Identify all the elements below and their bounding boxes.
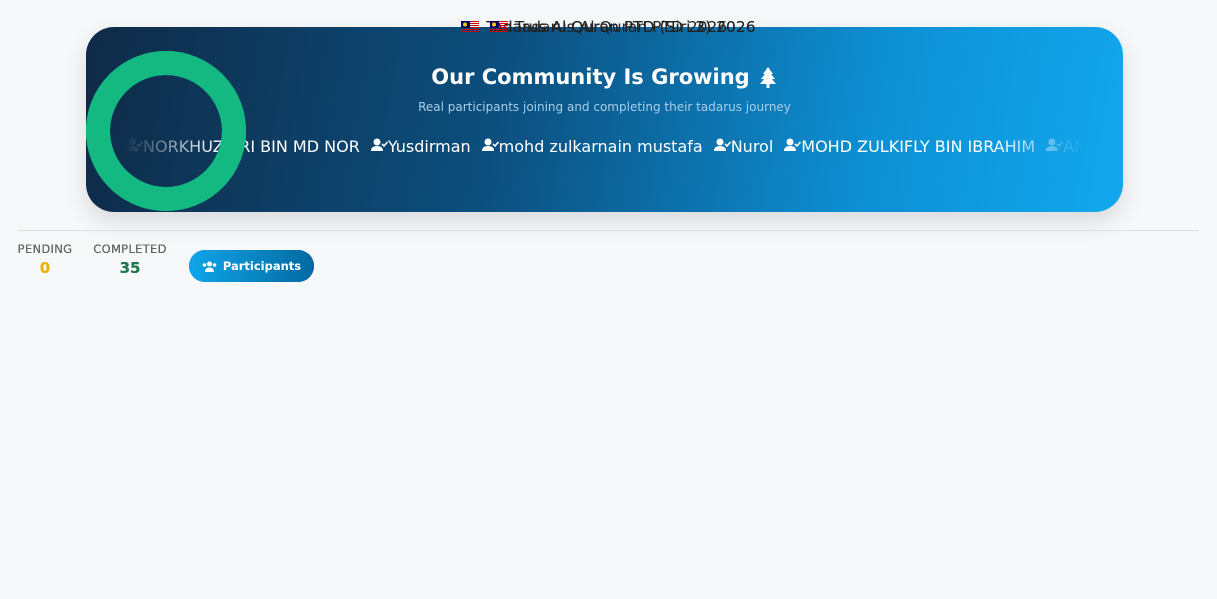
completed-value: 35 [119, 259, 141, 277]
icon-check [794, 141, 802, 148]
participant-chip: AMIRA [1046, 137, 1083, 173]
community-banner: Our Community Is Growing Real participan… [86, 27, 1123, 212]
participants-button[interactable]: Participants [189, 250, 314, 282]
pending-stat: PENDING 0 [5, 242, 85, 277]
icon-check [492, 141, 499, 148]
participant-chip: NORKHUZAIRI BIN MD NOR [126, 137, 360, 173]
card-title: Tadarus Al Quran PTD (Siri 2) 2026 [0, 18, 1217, 36]
pending-stat: PENDING 0 [5, 242, 85, 277]
flag-moon [463, 22, 468, 27]
participant-name: Nurol [730, 137, 774, 156]
flag-stripe [489, 31, 508, 32]
icon-head [1048, 138, 1056, 146]
icon-head [484, 138, 492, 146]
donut-chart [86, 51, 246, 211]
card-title-text: Tadarus Al Quran PTD (Siri 2) 2026 [486, 18, 756, 36]
icon-head-3 [212, 262, 217, 267]
completed-value: 35 [119, 259, 141, 277]
icon-check [136, 141, 144, 148]
banner-title: Our Community Is Growing [86, 65, 1123, 89]
malaysia-flag [489, 21, 508, 32]
completed-value: 35 [119, 259, 141, 277]
completed-label: COMPLETED [93, 242, 167, 256]
completed-label: COMPLETED [93, 242, 167, 256]
pending-value: 0 [39, 259, 51, 277]
completed-stat: COMPLETED 35 [90, 242, 170, 277]
card-title-text: Tadarus Al Quran PTD 2026 [514, 18, 728, 36]
completed-stat: COMPLETED 35 [90, 242, 170, 277]
icon-body [481, 146, 494, 151]
user-check-icon [784, 138, 802, 151]
participant-name: mohd zulkarnain mustafa [498, 137, 703, 156]
icon-body [784, 146, 797, 151]
icon-head [716, 138, 724, 146]
icon-check [1056, 141, 1064, 148]
completed-stat: COMPLETED 35 [90, 242, 170, 277]
flag-stripe [461, 29, 480, 30]
user-check-icon [126, 138, 144, 151]
icon-body [126, 146, 138, 151]
participant-chip: Yusdirman [370, 137, 471, 173]
banner-subtitle: Real participants joining and completing… [418, 100, 791, 114]
malaysia-flag [461, 21, 480, 32]
card-title: Tadarus Al Quran PTD 2026 [0, 18, 1217, 36]
user-check-icon [1046, 138, 1064, 151]
users-icon [202, 261, 217, 272]
pending-label: PENDING [17, 242, 73, 256]
icon-check [381, 141, 388, 148]
icon-head-2 [202, 262, 207, 267]
participant-name: Yusdirman [387, 137, 471, 156]
pending-stat: PENDING 0 [5, 242, 85, 277]
tree-icon [759, 67, 776, 88]
participant-chip: MOHD ZULKIFLY BIN IBRAHIM [784, 137, 1035, 173]
pending-value: 0 [39, 259, 51, 277]
participant-name: AMIRA [1063, 137, 1083, 156]
icon-head [206, 261, 212, 266]
button-label: Participants [222, 259, 302, 273]
icon-head [373, 138, 381, 146]
pending-label: PENDING [17, 242, 73, 256]
flag-stripe [461, 31, 480, 32]
icon-body [370, 146, 383, 151]
icon-body [204, 267, 214, 272]
user-check-icon [713, 138, 731, 151]
user-check-icon [481, 138, 499, 151]
icon-body [713, 146, 726, 151]
flag-moon [491, 22, 496, 27]
participant-name: NORKHUZAIRI BIN MD NOR [143, 137, 360, 156]
participant-chip: Nurol [713, 137, 774, 173]
participant-name: MOHD ZULKIFLY BIN IBRAHIM [801, 137, 1036, 156]
completed-arc [86, 51, 246, 211]
title-text: Our Community Is Growing [431, 65, 750, 89]
icon-head [128, 138, 136, 146]
pending-value: 0 [39, 259, 51, 277]
pending-label: PENDING [17, 242, 73, 256]
icon-check [724, 141, 731, 148]
flag-stripe [489, 29, 508, 30]
participant-chips: NORKHUZAIRI BIN MD NOR Yusdirman mohd zulk… [126, 137, 1083, 173]
completed-label: COMPLETED [93, 242, 167, 256]
participant-chip: mohd zulkarnain mustafa [481, 137, 703, 173]
divider [18, 230, 1199, 231]
card-title-text: Tadarus Al Quran PTD (Siri 3) 2026 [486, 18, 756, 36]
user-check-icon [370, 138, 388, 151]
icon-body [1046, 146, 1059, 151]
icon-head [786, 138, 794, 146]
